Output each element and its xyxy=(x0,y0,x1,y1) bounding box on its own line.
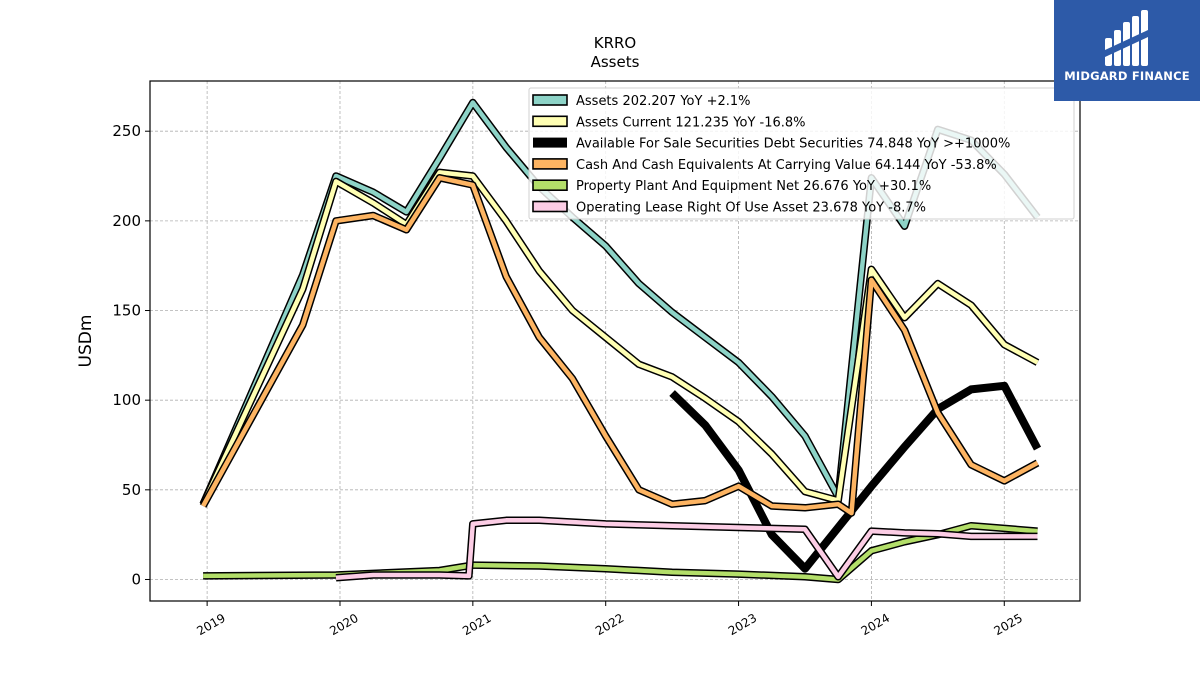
legend-label: Assets Current 121.235 YoY -16.8% xyxy=(576,115,806,130)
y-tick-label: 150 xyxy=(112,302,141,320)
brand-logo: MIDGARD FINANCE xyxy=(1054,0,1200,101)
legend-label: Available For Sale Securities Debt Secur… xyxy=(576,137,1010,152)
y-tick-label: 250 xyxy=(112,122,141,140)
legend-swatch xyxy=(532,158,568,170)
legend-label: Cash And Cash Equivalents At Carrying Va… xyxy=(576,158,997,173)
series-line xyxy=(201,175,1039,516)
y-tick-label: 200 xyxy=(112,212,141,230)
x-tick-label: 2021 xyxy=(460,611,493,638)
legend: Assets 202.207 YoY +2.1% Assets Current 1… xyxy=(528,87,1075,220)
x-tick-label: 2019 xyxy=(194,611,227,638)
series-line xyxy=(203,523,1038,582)
series-line xyxy=(335,518,1038,580)
x-axis: 2019 2020 2021 2022 2023 2024 2025 xyxy=(194,601,1025,638)
x-tick-label: 2020 xyxy=(327,611,360,638)
y-axis-label: USDm xyxy=(76,315,96,368)
legend-swatch xyxy=(532,94,568,106)
legend-swatch xyxy=(532,115,568,128)
legend-swatch xyxy=(533,137,567,148)
chart-title: KRRO xyxy=(594,34,637,52)
y-axis: 0 50 100 150 200 250 xyxy=(112,122,150,588)
chart-subtitle: Assets xyxy=(591,53,640,71)
y-tick-label: 100 xyxy=(112,391,141,409)
brand-logo-icon xyxy=(1105,10,1148,66)
y-tick-label: 50 xyxy=(122,481,141,499)
x-tick-label: 2023 xyxy=(726,611,759,638)
plot-frame xyxy=(149,80,1081,602)
y-tick-label: 0 xyxy=(131,570,141,588)
legend-swatch xyxy=(532,200,568,213)
legend-label: Property Plant And Equipment Net 26.676 … xyxy=(576,179,931,194)
brand-logo-text: MIDGARD FINANCE xyxy=(1064,69,1190,83)
legend-label: Assets 202.207 YoY +2.1% xyxy=(576,94,751,109)
legend-swatch xyxy=(532,179,568,191)
legend-label: Operating Lease Right Of Use Asset 23.67… xyxy=(576,201,926,216)
x-tick-label: 2025 xyxy=(992,611,1025,638)
legend-box xyxy=(528,87,1075,220)
x-tick-label: 2024 xyxy=(859,611,892,638)
series-line xyxy=(201,170,1039,506)
x-tick-label: 2022 xyxy=(593,611,626,638)
